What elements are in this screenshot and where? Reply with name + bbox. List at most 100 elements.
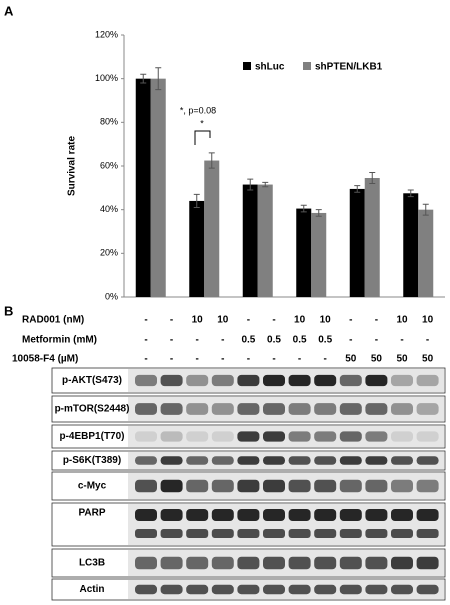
bar xyxy=(418,209,434,297)
blot-band xyxy=(365,529,388,538)
blot-band xyxy=(391,479,413,493)
panel-label: A xyxy=(4,3,14,18)
treatment-value: - xyxy=(144,315,147,326)
blot-band xyxy=(135,374,157,387)
blot-band xyxy=(365,556,388,570)
treatment-label: Metformin (mM) xyxy=(22,335,97,346)
blot-band xyxy=(263,556,285,570)
blot-frame xyxy=(51,502,446,547)
blot-band xyxy=(135,509,157,521)
blot-band xyxy=(391,456,413,465)
blot-band xyxy=(365,479,388,493)
blot-band xyxy=(211,529,234,538)
blot-band xyxy=(237,374,260,387)
blot-band xyxy=(314,374,337,387)
blot-band xyxy=(365,509,388,521)
blot-band xyxy=(416,529,439,538)
treatment-value: 0.5 xyxy=(293,335,307,346)
treatment-value: - xyxy=(144,335,147,346)
blot-background xyxy=(128,369,444,392)
blot-band xyxy=(288,403,311,415)
blot-band xyxy=(186,456,209,465)
blot-band xyxy=(237,509,260,521)
blot-band xyxy=(160,556,183,570)
blot-band xyxy=(211,556,234,570)
blot-band xyxy=(211,479,234,493)
blot-band xyxy=(160,584,183,595)
blot-band xyxy=(263,403,285,415)
blot-band xyxy=(211,374,234,387)
treatment-value: 50 xyxy=(371,354,383,365)
blot-band xyxy=(237,431,260,442)
y-tick-label: 100% xyxy=(95,73,118,83)
blot-band xyxy=(237,584,260,595)
error-bar xyxy=(193,193,200,208)
treatment-label: 10058-F4 (µM) xyxy=(12,354,78,365)
treatment-value: - xyxy=(196,354,199,365)
blot-band xyxy=(160,479,183,493)
blot-label: LC3B xyxy=(79,558,105,569)
blot-band xyxy=(135,456,157,465)
blot-band xyxy=(288,456,311,465)
treatment-value: - xyxy=(144,354,147,365)
blot-band xyxy=(314,403,337,415)
blot-frame xyxy=(51,548,446,578)
blot-band xyxy=(160,456,183,465)
blot-band xyxy=(314,529,337,538)
annotation: *, p=0.08 xyxy=(180,105,216,115)
blot-band xyxy=(416,556,439,570)
treatment-value: - xyxy=(196,335,199,346)
blot-background xyxy=(128,580,444,599)
blot-band xyxy=(391,529,413,538)
blot-band xyxy=(288,374,311,387)
blot-band xyxy=(135,431,157,442)
bar xyxy=(204,160,220,297)
blot-band xyxy=(391,509,413,521)
blot-band xyxy=(416,456,439,465)
blot-band xyxy=(211,431,234,442)
blot-label: c-Myc xyxy=(78,481,107,492)
blot-band xyxy=(288,479,311,493)
blot-band xyxy=(135,403,157,415)
blot-band xyxy=(391,431,413,442)
error-bar xyxy=(140,73,147,84)
blot-band xyxy=(237,456,260,465)
treatment-value: - xyxy=(324,354,327,365)
treatment-value: - xyxy=(298,354,301,365)
bar xyxy=(364,178,380,297)
error-bar xyxy=(407,189,414,198)
blot-band xyxy=(416,479,439,493)
blot-band xyxy=(211,403,234,415)
blot-band xyxy=(339,403,362,415)
bar xyxy=(189,200,205,297)
blot-band xyxy=(211,456,234,465)
blot-band xyxy=(288,556,311,570)
y-tick-label: 20% xyxy=(100,248,118,258)
blot-band xyxy=(288,509,311,521)
blot-label: p-S6K(T389) xyxy=(63,455,121,466)
blot-band xyxy=(211,509,234,521)
blot-band xyxy=(339,431,362,442)
treatment-value: 50 xyxy=(345,354,357,365)
blot-band xyxy=(263,374,285,387)
y-tick-label: 60% xyxy=(100,160,118,170)
treatment-value: - xyxy=(221,335,224,346)
legend-swatch xyxy=(243,62,251,70)
blot-band xyxy=(314,479,337,493)
blot-label: p-mTOR(S2448) xyxy=(55,404,130,415)
blot-band xyxy=(314,556,337,570)
blot-band xyxy=(365,403,388,415)
error-bar xyxy=(155,67,162,91)
error-bar xyxy=(422,203,429,216)
blot-frame xyxy=(51,367,446,394)
blot-band xyxy=(263,431,285,442)
blot-frame xyxy=(51,471,446,501)
legend-swatch xyxy=(303,62,311,70)
panel-label: B xyxy=(4,303,13,318)
blot-band xyxy=(365,584,388,595)
blot-band xyxy=(365,456,388,465)
blot-band xyxy=(314,584,337,595)
treatment-value: 10 xyxy=(320,315,332,326)
treatment-value: - xyxy=(247,354,250,365)
